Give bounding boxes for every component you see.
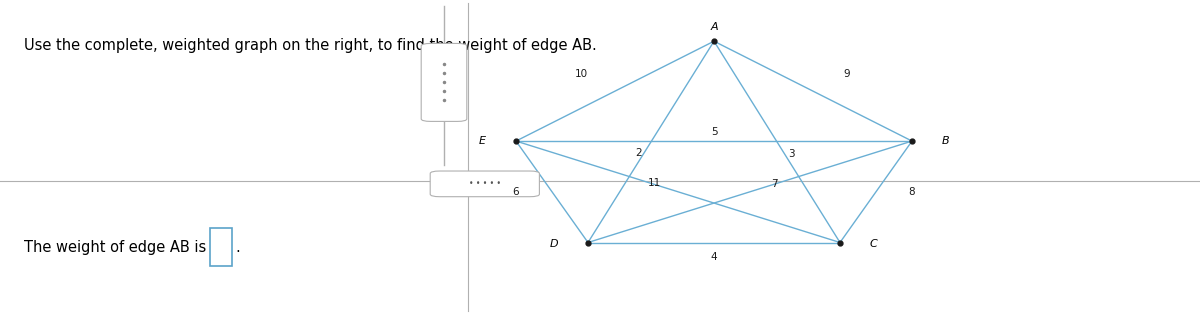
Text: • • • • •: • • • • • (469, 179, 500, 188)
Text: D: D (550, 239, 559, 249)
Text: 11: 11 (647, 178, 661, 188)
Text: A: A (710, 22, 718, 32)
Text: E: E (479, 136, 486, 146)
Text: The weight of edge AB is: The weight of edge AB is (24, 240, 206, 255)
Text: 2: 2 (636, 148, 642, 158)
Bar (210, 228, 232, 266)
Text: C: C (870, 239, 877, 249)
FancyBboxPatch shape (421, 43, 467, 121)
Text: 8: 8 (908, 187, 916, 197)
Text: 7: 7 (770, 179, 778, 189)
Text: 6: 6 (512, 187, 520, 197)
FancyBboxPatch shape (431, 171, 540, 197)
Text: 4: 4 (710, 252, 718, 262)
Text: 3: 3 (788, 149, 794, 159)
Text: 9: 9 (844, 69, 850, 79)
Text: 10: 10 (575, 69, 588, 79)
Text: B: B (942, 136, 949, 146)
Text: Use the complete, weighted graph on the right, to find the weight of edge AB.: Use the complete, weighted graph on the … (24, 38, 596, 53)
Text: .: . (235, 240, 240, 255)
Text: 5: 5 (710, 126, 718, 137)
